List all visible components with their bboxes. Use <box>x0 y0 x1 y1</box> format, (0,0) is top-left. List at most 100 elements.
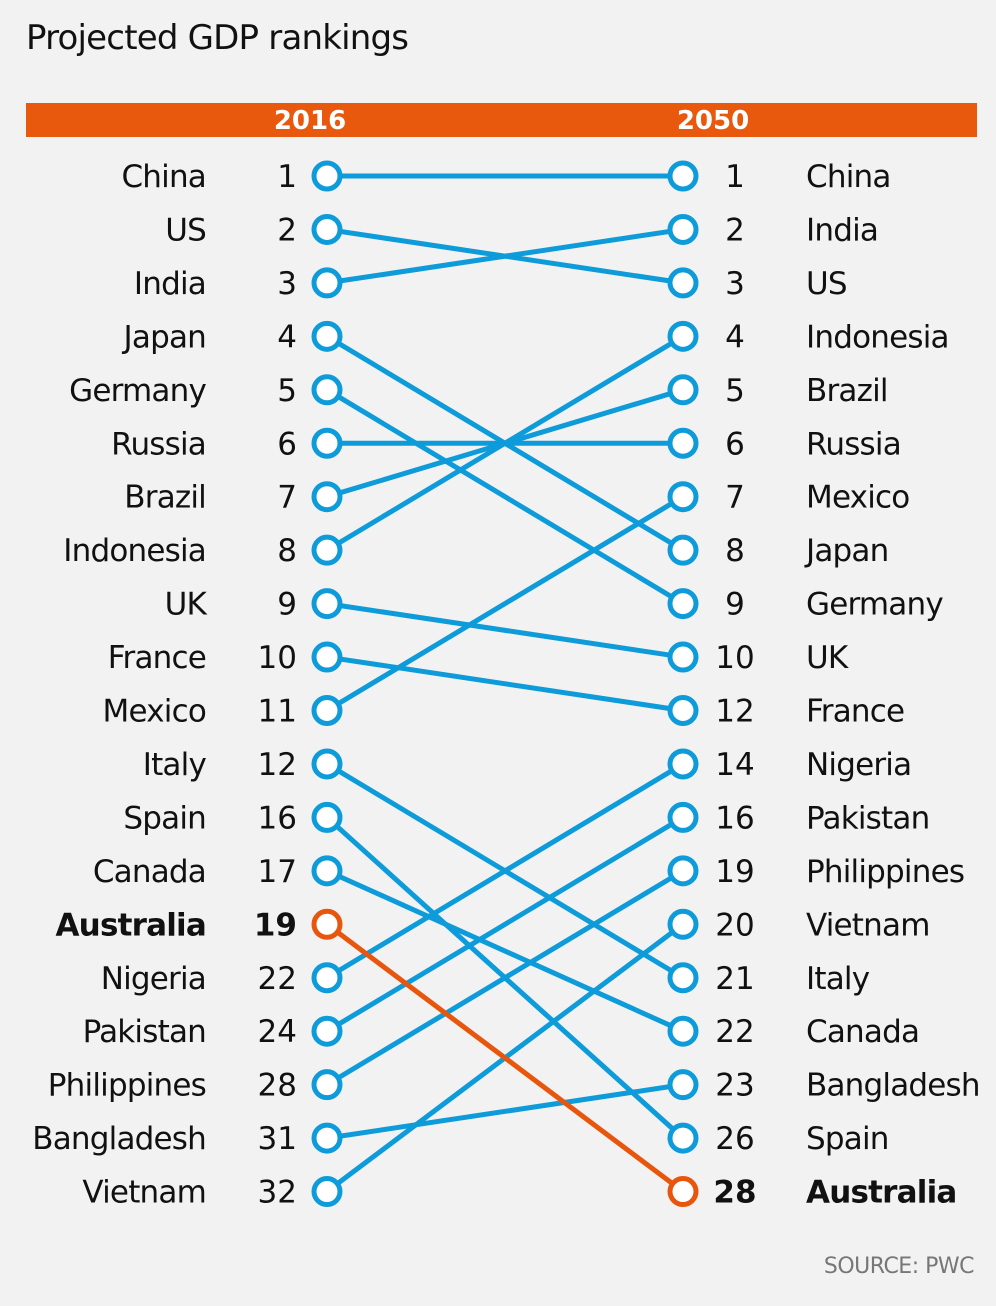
connector-indonesia <box>325 334 685 553</box>
left-marker-vietnam <box>311 1176 343 1208</box>
left-rank: 32 <box>258 1175 297 1211</box>
left-country-label: Italy <box>143 747 207 783</box>
right-marker-mexico <box>667 481 699 513</box>
right-country-label: Bangladesh <box>806 1068 980 1104</box>
right-country-label: Mexico <box>806 480 909 516</box>
right-marker-pakistan <box>667 801 699 833</box>
right-country-label: Italy <box>806 961 870 997</box>
connector-france <box>326 654 684 713</box>
right-marker-australia <box>667 1176 699 1208</box>
left-country-label: Vietnam <box>82 1175 206 1211</box>
left-marker-us <box>311 213 343 245</box>
right-marker-indonesia <box>667 320 699 352</box>
left-rank: 19 <box>254 907 297 943</box>
left-country-label: Germany <box>69 373 206 409</box>
left-country-label: Russia <box>111 426 206 462</box>
markers <box>311 160 699 1208</box>
right-rank: 1 <box>725 159 745 195</box>
connector-nigeria <box>325 761 685 980</box>
left-rank: 10 <box>258 640 297 676</box>
left-marker-indonesia <box>311 534 343 566</box>
right-rank: 22 <box>715 1014 754 1050</box>
right-country-label: Australia <box>806 1175 957 1211</box>
left-rank: 31 <box>258 1121 297 1157</box>
left-rank: 7 <box>277 480 297 516</box>
right-marker-russia <box>667 427 699 459</box>
right-marker-india <box>667 213 699 245</box>
chart-title: Projected GDP rankings <box>26 18 409 58</box>
right-marker-spain <box>667 1122 699 1154</box>
source-note: SOURCE: PWC <box>823 1254 975 1279</box>
left-country-label: China <box>121 159 206 195</box>
left-rank: 1 <box>277 159 297 195</box>
connector-lines <box>325 173 685 1194</box>
left-rank: 11 <box>258 694 297 730</box>
right-country-label: UK <box>806 640 849 676</box>
right-rank: 9 <box>725 587 745 623</box>
left-marker-mexico <box>311 695 343 726</box>
left-marker-germany <box>311 374 343 406</box>
left-marker-brazil <box>311 481 343 513</box>
left-rank: 17 <box>258 854 297 890</box>
left-marker-bangladesh <box>311 1122 343 1154</box>
left-rank: 6 <box>277 426 297 462</box>
connector-philippines <box>325 868 685 1087</box>
connector-germany <box>325 387 685 606</box>
left-rank: 12 <box>258 747 297 783</box>
right-country-label: Pakistan <box>806 800 929 836</box>
left-country-label: Nigeria <box>101 961 206 997</box>
left-country-label: Philippines <box>48 1068 206 1104</box>
left-rank: 9 <box>277 587 297 623</box>
right-rank: 12 <box>715 694 754 730</box>
right-country-label: Japan <box>804 533 888 569</box>
right-rank: 4 <box>725 319 745 355</box>
right-country-label: Brazil <box>806 373 888 409</box>
right-rank: 2 <box>725 212 745 248</box>
left-marker-uk <box>311 588 343 620</box>
left-marker-pakistan <box>311 1015 343 1047</box>
left-rank: 22 <box>258 961 297 997</box>
left-country-label: Brazil <box>124 480 206 516</box>
left-marker-canada <box>311 855 343 887</box>
right-rank: 26 <box>715 1121 754 1157</box>
right-rank: 14 <box>715 747 754 783</box>
left-marker-india <box>311 267 343 299</box>
right-marker-nigeria <box>667 748 699 780</box>
right-marker-japan <box>667 534 699 566</box>
right-marker-canada <box>667 1015 699 1047</box>
left-year-label: 2016 <box>273 106 347 136</box>
right-rank: 7 <box>725 480 745 516</box>
left-country-label: Australia <box>55 907 206 943</box>
right-rank: 19 <box>715 854 754 890</box>
right-country-label: Canada <box>806 1014 919 1050</box>
right-rank: 20 <box>715 907 754 943</box>
right-marker-us <box>667 267 699 299</box>
left-rank: 4 <box>277 319 297 355</box>
right-country-label: Vietnam <box>806 907 930 943</box>
connector-bangladesh <box>326 1082 684 1141</box>
right-marker-brazil <box>667 374 699 406</box>
right-rank: 5 <box>725 373 745 409</box>
connector-pakistan <box>325 815 685 1034</box>
right-rank: 21 <box>715 961 754 997</box>
left-country-label: India <box>134 266 206 302</box>
right-country-label: Russia <box>806 426 901 462</box>
right-marker-china <box>667 160 699 192</box>
right-rank: 16 <box>715 800 754 836</box>
left-marker-australia <box>311 908 343 940</box>
connector-india <box>326 226 684 286</box>
right-marker-philippines <box>667 855 699 887</box>
right-country-label: India <box>806 212 878 248</box>
left-marker-china <box>311 160 343 192</box>
left-rank: 5 <box>277 373 297 409</box>
right-country-label: Germany <box>806 587 943 623</box>
left-country-label: Indonesia <box>63 533 206 569</box>
right-rank: 28 <box>713 1175 756 1211</box>
left-country-label: Canada <box>93 854 206 890</box>
left-marker-france <box>311 641 343 673</box>
right-country-label: Nigeria <box>806 747 911 783</box>
labels: 1 China 2 US 3 India 4 Japan 5 Germany 6 Russia 7 Bra… <box>32 159 980 1211</box>
connector-canada <box>325 868 685 1034</box>
left-marker-philippines <box>311 1069 343 1101</box>
